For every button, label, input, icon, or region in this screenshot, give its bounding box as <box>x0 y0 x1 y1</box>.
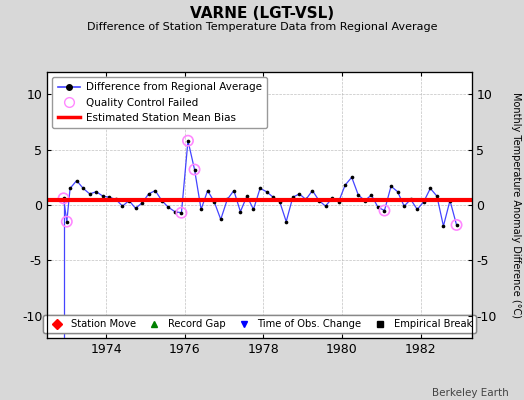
Point <box>407 196 415 203</box>
Point <box>315 197 323 204</box>
Point <box>190 166 199 173</box>
Point <box>302 196 310 203</box>
Point <box>125 197 133 204</box>
Text: Difference of Station Temperature Data from Regional Average: Difference of Station Temperature Data f… <box>87 22 437 32</box>
Point <box>59 195 68 202</box>
Point <box>72 178 81 184</box>
Point <box>190 166 199 173</box>
Point <box>282 218 290 225</box>
Point <box>184 138 192 144</box>
Text: Berkeley Earth: Berkeley Earth <box>432 388 508 398</box>
Point <box>380 207 389 214</box>
Point <box>380 207 389 214</box>
Point <box>341 182 350 188</box>
Point <box>269 194 277 200</box>
Point <box>263 188 271 195</box>
Point <box>328 195 336 202</box>
Point <box>59 195 68 202</box>
Point <box>387 183 395 189</box>
Point <box>276 198 284 205</box>
Point <box>347 174 356 180</box>
Point <box>321 203 330 209</box>
Point <box>367 192 376 198</box>
Point <box>105 194 114 200</box>
Point <box>177 210 185 216</box>
Text: VARNE (LGT-VSL): VARNE (LGT-VSL) <box>190 6 334 21</box>
Point <box>197 206 205 213</box>
Legend: Station Move, Record Gap, Time of Obs. Change, Empirical Break: Station Move, Record Gap, Time of Obs. C… <box>43 315 476 333</box>
Point <box>420 198 428 205</box>
Point <box>256 185 264 192</box>
Point <box>203 187 212 194</box>
Point <box>99 193 107 199</box>
Point <box>354 192 363 198</box>
Point <box>230 187 238 194</box>
Y-axis label: Monthly Temperature Anomaly Difference (°C): Monthly Temperature Anomaly Difference (… <box>511 92 521 318</box>
Point <box>118 203 127 209</box>
Point <box>452 222 461 228</box>
Point <box>171 208 179 215</box>
Point <box>132 205 140 212</box>
Point <box>164 204 172 210</box>
Point <box>85 191 94 197</box>
Point <box>433 193 441 199</box>
Point <box>145 191 153 197</box>
Point <box>400 203 408 209</box>
Point <box>374 204 382 210</box>
Point <box>446 197 454 204</box>
Point <box>216 216 225 223</box>
Point <box>223 196 232 203</box>
Point <box>249 206 258 213</box>
Point <box>79 185 88 192</box>
Point <box>394 188 402 195</box>
Point <box>236 208 245 215</box>
Point <box>177 210 185 216</box>
Point <box>243 193 251 199</box>
Point <box>138 200 146 206</box>
Point <box>308 187 316 194</box>
Point <box>295 191 303 197</box>
Point <box>92 188 101 195</box>
Point <box>62 218 71 225</box>
Point <box>289 194 297 200</box>
Point <box>452 222 461 228</box>
Point <box>151 187 159 194</box>
Point <box>62 218 71 225</box>
Point <box>413 206 421 213</box>
Point <box>112 196 120 203</box>
Point <box>66 185 74 192</box>
Point <box>361 197 369 204</box>
Point <box>426 185 434 192</box>
Point <box>210 198 219 205</box>
Point <box>334 198 343 205</box>
Point <box>158 197 166 204</box>
Point <box>184 138 192 144</box>
Point <box>439 223 447 229</box>
